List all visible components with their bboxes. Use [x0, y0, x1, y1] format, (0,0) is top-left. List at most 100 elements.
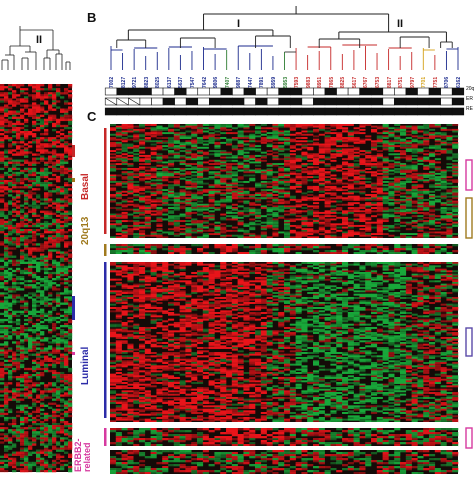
annotation-cell	[325, 108, 337, 115]
sample-id-label: 7002	[109, 77, 115, 88]
annotation-cell	[163, 88, 175, 95]
right-cluster-tab	[466, 428, 472, 448]
sample-id-label: 9721	[132, 77, 138, 88]
annotation-cell	[175, 108, 187, 115]
panel-b-cluster-label-i: I	[237, 18, 240, 30]
panel-a-marker-20q13	[72, 178, 75, 182]
right-cluster-tab	[466, 198, 472, 238]
annotation-cell	[371, 88, 383, 95]
annotation-cell	[452, 88, 464, 95]
sample-id-label: 5953	[283, 77, 289, 88]
annotation-cell	[151, 108, 163, 115]
annotation-cell	[244, 98, 256, 105]
track-label-re: RE	[466, 106, 473, 112]
annotation-cell	[360, 88, 372, 95]
annotation-cell	[256, 98, 268, 105]
annotation-cell	[232, 98, 244, 105]
sample-id-label: 8751	[398, 77, 404, 88]
annotation-cell	[429, 98, 441, 105]
sample-id-label: 8823	[144, 77, 150, 88]
right-cluster-tab	[466, 160, 472, 190]
track-label-er: ER	[466, 96, 473, 102]
right-cluster-tab	[466, 328, 472, 356]
annotation-cell	[151, 88, 163, 95]
annotation-cell	[117, 88, 129, 95]
annotation-cell	[267, 98, 279, 105]
annotation-cell	[163, 108, 175, 115]
panel-a-marker-basal	[72, 145, 75, 157]
annotation-cell	[140, 98, 152, 105]
sample-id-label: 7642	[202, 77, 208, 88]
sample-id-label: 6137	[167, 77, 173, 88]
annotation-cell	[244, 88, 256, 95]
annotation-cell	[394, 98, 406, 105]
annotation-cell	[302, 88, 314, 95]
annotation-cell	[383, 88, 395, 95]
panel-letter-b: B	[87, 10, 96, 25]
annotation-cell	[105, 88, 117, 95]
annotation-cell	[337, 108, 349, 115]
panel-b-cluster-label-ii: II	[397, 18, 403, 30]
annotation-cell	[418, 108, 430, 115]
panel-a-cluster-label: II	[36, 34, 42, 46]
sample-id-label: 6753	[375, 77, 381, 88]
annotation-cell	[371, 108, 383, 115]
annotation-cell	[186, 98, 198, 105]
annotation-cell	[221, 108, 233, 115]
sample-id-label: 7447	[248, 77, 254, 88]
sample-id-label: 8817	[387, 77, 393, 88]
annotation-cell	[198, 98, 210, 105]
annotation-cell	[441, 88, 453, 95]
cluster-bar-basal	[104, 128, 107, 234]
sample-id-label: 8127	[121, 77, 127, 88]
annotation-cell	[279, 98, 291, 105]
annotation-cell	[186, 108, 198, 115]
annotation-cell	[302, 98, 314, 105]
annotation-cell	[290, 108, 302, 115]
sample-id-label: 5617	[352, 77, 358, 88]
annotation-cell	[117, 108, 129, 115]
annotation-cell	[279, 88, 291, 95]
heatmap-separator	[110, 254, 458, 262]
sample-id-label: 9883	[306, 77, 312, 88]
heatmap-separator	[110, 446, 458, 450]
annotation-cell	[209, 98, 221, 105]
sample-id-label: 8706	[444, 77, 450, 88]
annotation-cell	[140, 108, 152, 115]
annotation-cell	[290, 98, 302, 105]
sample-id-label: 9797	[410, 77, 416, 88]
annotation-cell	[452, 98, 464, 105]
annotation-cell	[290, 88, 302, 95]
cluster-label-basal: Basal	[80, 173, 91, 200]
annotation-cell	[394, 88, 406, 95]
panel-a-marker-luminal	[72, 296, 75, 320]
annotation-cell	[128, 108, 140, 115]
sample-id-label: 6767	[363, 77, 369, 88]
sample-id-label: 7407	[225, 77, 231, 88]
annotation-cell	[256, 108, 268, 115]
annotation-cell	[452, 108, 464, 115]
annotation-cell	[429, 88, 441, 95]
annotation-cell	[441, 98, 453, 105]
annotation-cell	[325, 98, 337, 105]
sample-id-label: 8951	[317, 77, 323, 88]
annotation-cell	[244, 108, 256, 115]
sample-id-label: 8025	[155, 77, 161, 88]
sample-id-label: 7751	[433, 77, 439, 88]
annotation-cell	[209, 108, 221, 115]
heatmap-separator	[110, 422, 458, 428]
annotation-cell	[418, 88, 430, 95]
annotation-cell	[151, 98, 163, 105]
annotation-cell	[128, 88, 140, 95]
heatmap-separator	[110, 238, 458, 244]
sample-id-label: 7547	[190, 77, 196, 88]
cluster-label-20q13: 20q13	[80, 217, 91, 245]
annotation-cell	[232, 108, 244, 115]
annotation-cell	[221, 98, 233, 105]
annotation-cell	[429, 108, 441, 115]
annotation-cell	[406, 88, 418, 95]
annotation-cell	[267, 88, 279, 95]
sample-id-label: 7865	[329, 77, 335, 88]
annotation-cell	[394, 108, 406, 115]
